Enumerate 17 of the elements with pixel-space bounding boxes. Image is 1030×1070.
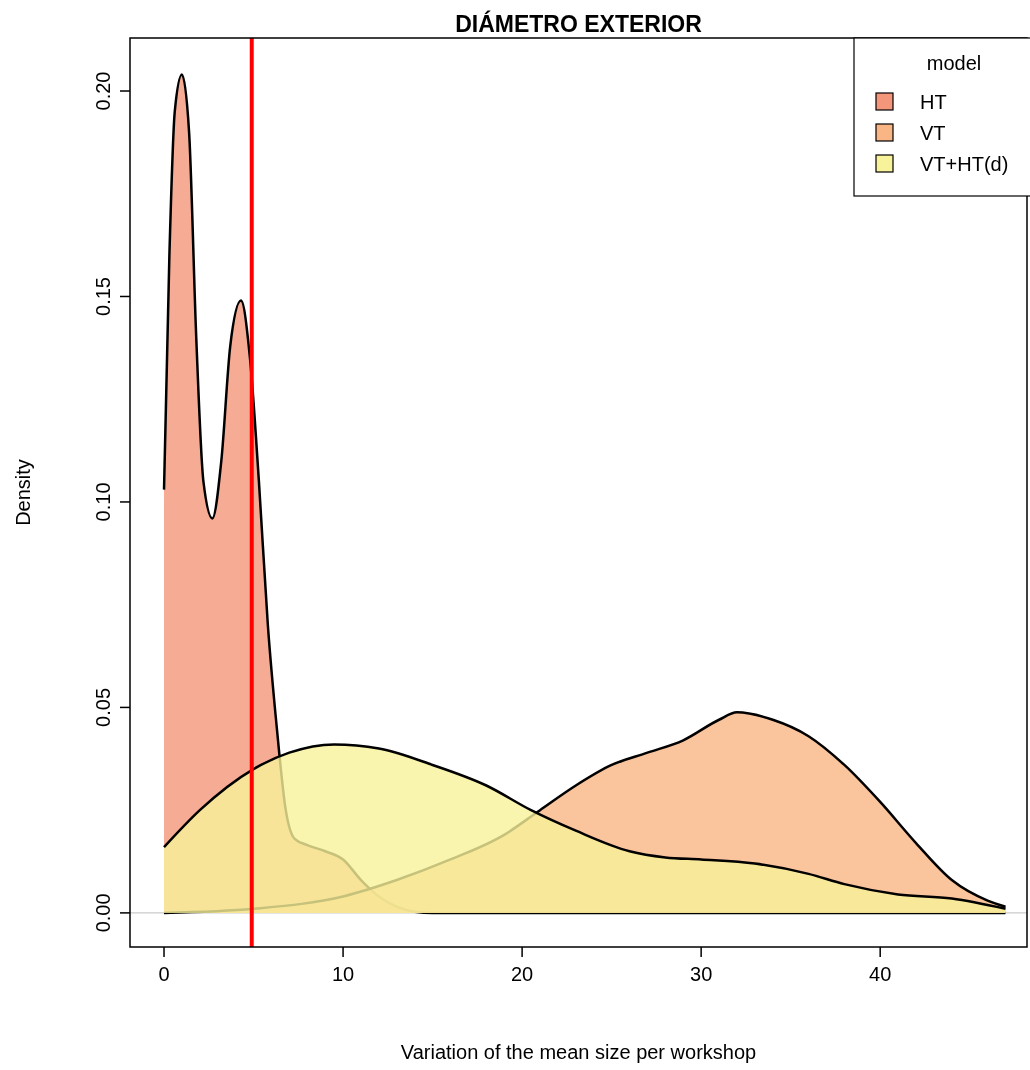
y-tick-label: 0.10	[92, 482, 114, 522]
x-tick-label: 20	[510, 963, 534, 985]
y-tick-label: 0.20	[92, 71, 114, 111]
x-tick-label: 0	[158, 963, 170, 985]
legend-label: VT	[920, 122, 946, 144]
x-tick-label: 40	[869, 963, 892, 985]
legend-title: model	[926, 52, 982, 74]
y-tick-label: 0.05	[92, 687, 114, 727]
y-tick-label: 0.15	[92, 277, 114, 316]
x-tick-label: 10	[331, 963, 355, 985]
x-axis-title: Variation of the mean size per workshop	[400, 1041, 757, 1063]
x-tick-label: 30	[690, 963, 713, 985]
legend-label: HT	[920, 91, 947, 113]
legend-label: VT+HT(d)	[920, 153, 1009, 175]
chart-title: DIÁMETRO EXTERIOR	[455, 10, 703, 37]
y-tick-label: 0.00	[92, 893, 114, 933]
y-axis-title: Density	[12, 459, 34, 526]
